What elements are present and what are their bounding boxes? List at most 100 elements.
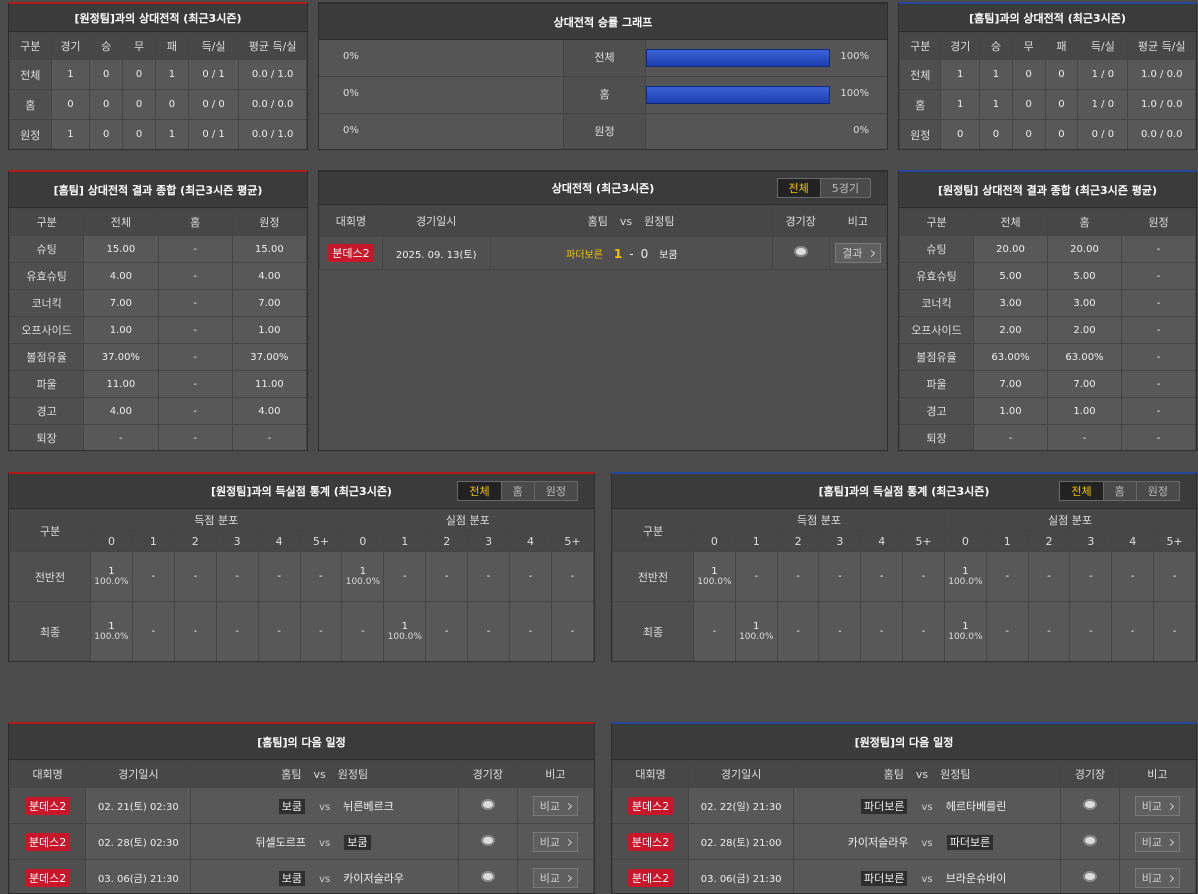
goal-header: 0 (693, 530, 736, 552)
goal-header: 5+ (902, 530, 945, 552)
cell: 볼점유율 (9, 343, 85, 371)
cell: 1.0 / 0.0 (1127, 89, 1196, 120)
cell: - (383, 551, 427, 602)
cell: 비교 (516, 859, 594, 893)
cell: - (341, 601, 385, 661)
cell: - (693, 601, 736, 661)
cell: 4.00 (83, 262, 159, 290)
score-separator: - (629, 246, 634, 261)
goal-header: 3 (1069, 530, 1113, 552)
cell: - (157, 316, 233, 344)
column-header: 전체 (83, 208, 159, 236)
cell: - (257, 551, 301, 602)
cell: 37.00% (231, 343, 307, 371)
team-name: 파더보른 (566, 249, 603, 261)
tab[interactable]: 5경기 (819, 179, 870, 197)
cell: 0.0 / 1.0 (238, 119, 307, 149)
cell: - (1153, 601, 1196, 661)
count: 1 (401, 621, 408, 632)
cell: 0 (1044, 89, 1079, 120)
graph-right: 0% (646, 114, 887, 149)
cell: - (985, 551, 1029, 602)
cell: - (1069, 551, 1113, 602)
cell: 1 (155, 119, 189, 149)
result-button[interactable]: 결과 (835, 243, 881, 263)
cell: - (215, 551, 259, 602)
cell: - (425, 601, 469, 661)
away-team: 파더보른 (945, 833, 1058, 851)
percent: 100.0% (345, 577, 381, 587)
tab[interactable]: 전체 (458, 482, 501, 500)
home-team: 보쿰 (194, 797, 306, 815)
cell: 3.00 (1047, 289, 1122, 317)
cell: - (1047, 424, 1122, 450)
panel: [원정팀] 상대전적 결과 종합 (최근3시즌 평균) 구분 전체 홈 원정 슈팅 20.0… (898, 170, 1197, 451)
stadium-icon (1082, 870, 1097, 882)
compare-button[interactable]: 비교 (1134, 795, 1181, 816)
column-header: 대회명 (319, 205, 383, 237)
tab[interactable]: 전체 (1060, 482, 1103, 500)
column-header: 평균 득/실 (238, 32, 307, 60)
row: 오프사이드 1.00-1.00 (9, 316, 307, 344)
cell: 오프사이드 (9, 316, 85, 344)
cell: - (173, 551, 217, 602)
cell: 1 100.0% (90, 601, 133, 661)
teams: 파더보른 vs 브라운슈바이 (793, 859, 1062, 893)
row: 유효슈팅 4.00-4.00 (9, 262, 307, 290)
team-name: 헤르타베를린 (945, 799, 1007, 813)
count: 1 (108, 566, 115, 577)
tab[interactable]: 홈 (1102, 482, 1136, 500)
tab[interactable]: 원정 (533, 482, 577, 500)
team-name: 카이저슬라우 (847, 835, 909, 849)
column-header: 경기일시 (85, 760, 192, 788)
tab[interactable]: 홈 (500, 482, 534, 500)
compare-button[interactable]: 비교 (532, 831, 578, 852)
tabs: 전체 홈 원정 (1059, 481, 1180, 501)
tab[interactable]: 원정 (1135, 482, 1179, 500)
cell: 5.00 (1047, 262, 1122, 290)
goal-header: 2 (425, 530, 469, 552)
cell: 15.00 (83, 235, 159, 263)
home-team: 파더보른 (491, 246, 603, 261)
table: 구분 전체 홈 원정 슈팅 20.00 20.00- 유효슈팅 5.00 5.00- 코너킥 3.00… (899, 208, 1196, 450)
cell: - (231, 424, 307, 450)
column-header: 구분 (612, 509, 694, 552)
table: 대회명 경기일시 홈팀 vs 원정팀 경기장 비고 분데스2 2025. 09. 13(토) 파더… (319, 205, 887, 270)
column-header: 평균 득/실 (1127, 32, 1196, 60)
cell: 0 / 0 (1077, 119, 1129, 149)
goal-header: 1 (734, 530, 778, 552)
cell: 파울 (899, 370, 974, 398)
tab[interactable]: 전체 (777, 179, 820, 197)
cell (457, 823, 518, 860)
column-header: 대회명 (9, 760, 87, 788)
panel-header: [원정팀]과의 득실점 통계 (최근3시즌) 전체 홈 원정 (9, 474, 594, 509)
compare-button[interactable]: 비교 (1134, 831, 1181, 852)
bar (646, 86, 830, 104)
cell: 분데스2 (9, 859, 87, 893)
cell: 1.00 (1047, 397, 1122, 425)
cell: 4.00 (231, 397, 307, 425)
row: 분데스2 02. 28(토) 02:30 뒤셀도르프 vs 보쿰 비교 (9, 823, 594, 860)
row: 코너킥 3.00 3.00- (899, 289, 1196, 317)
column-header: 패 (1044, 32, 1079, 60)
compare-button[interactable]: 비교 (532, 795, 578, 816)
team-name: 뉘른베르크 (343, 799, 394, 813)
column-header: 무 (1011, 32, 1046, 60)
row: 유효슈팅 5.00 5.00- (899, 262, 1196, 290)
table: 대회명 경기일시 홈팀 vs 원정팀 경기장 비고 분데스2 02. 21(토) 02:30 보쿰… (9, 760, 594, 893)
team-name: 파더보른 (945, 833, 995, 851)
cell: - (157, 370, 233, 398)
panel: 상대전적 (최근3시즌) 전체 5경기 대회명 경기일시 홈팀 vs 원정팀 경기장 비고 분데스2… (318, 170, 888, 451)
date: 03. 06(금) 21:30 (85, 859, 192, 893)
cell: 1 100.0% (383, 601, 427, 661)
column-header: 대회명 (612, 760, 690, 788)
percent-label: 0% (343, 51, 359, 62)
cell: 분데스2 (612, 823, 690, 860)
graph-label: 홈 (564, 77, 646, 113)
stadium-icon (1082, 798, 1097, 810)
compare-button[interactable]: 비교 (532, 867, 578, 888)
cell: - (1121, 343, 1196, 371)
goal-header: 5+ (299, 530, 343, 552)
cell: 경고 (9, 397, 85, 425)
compare-button[interactable]: 비교 (1134, 867, 1181, 888)
